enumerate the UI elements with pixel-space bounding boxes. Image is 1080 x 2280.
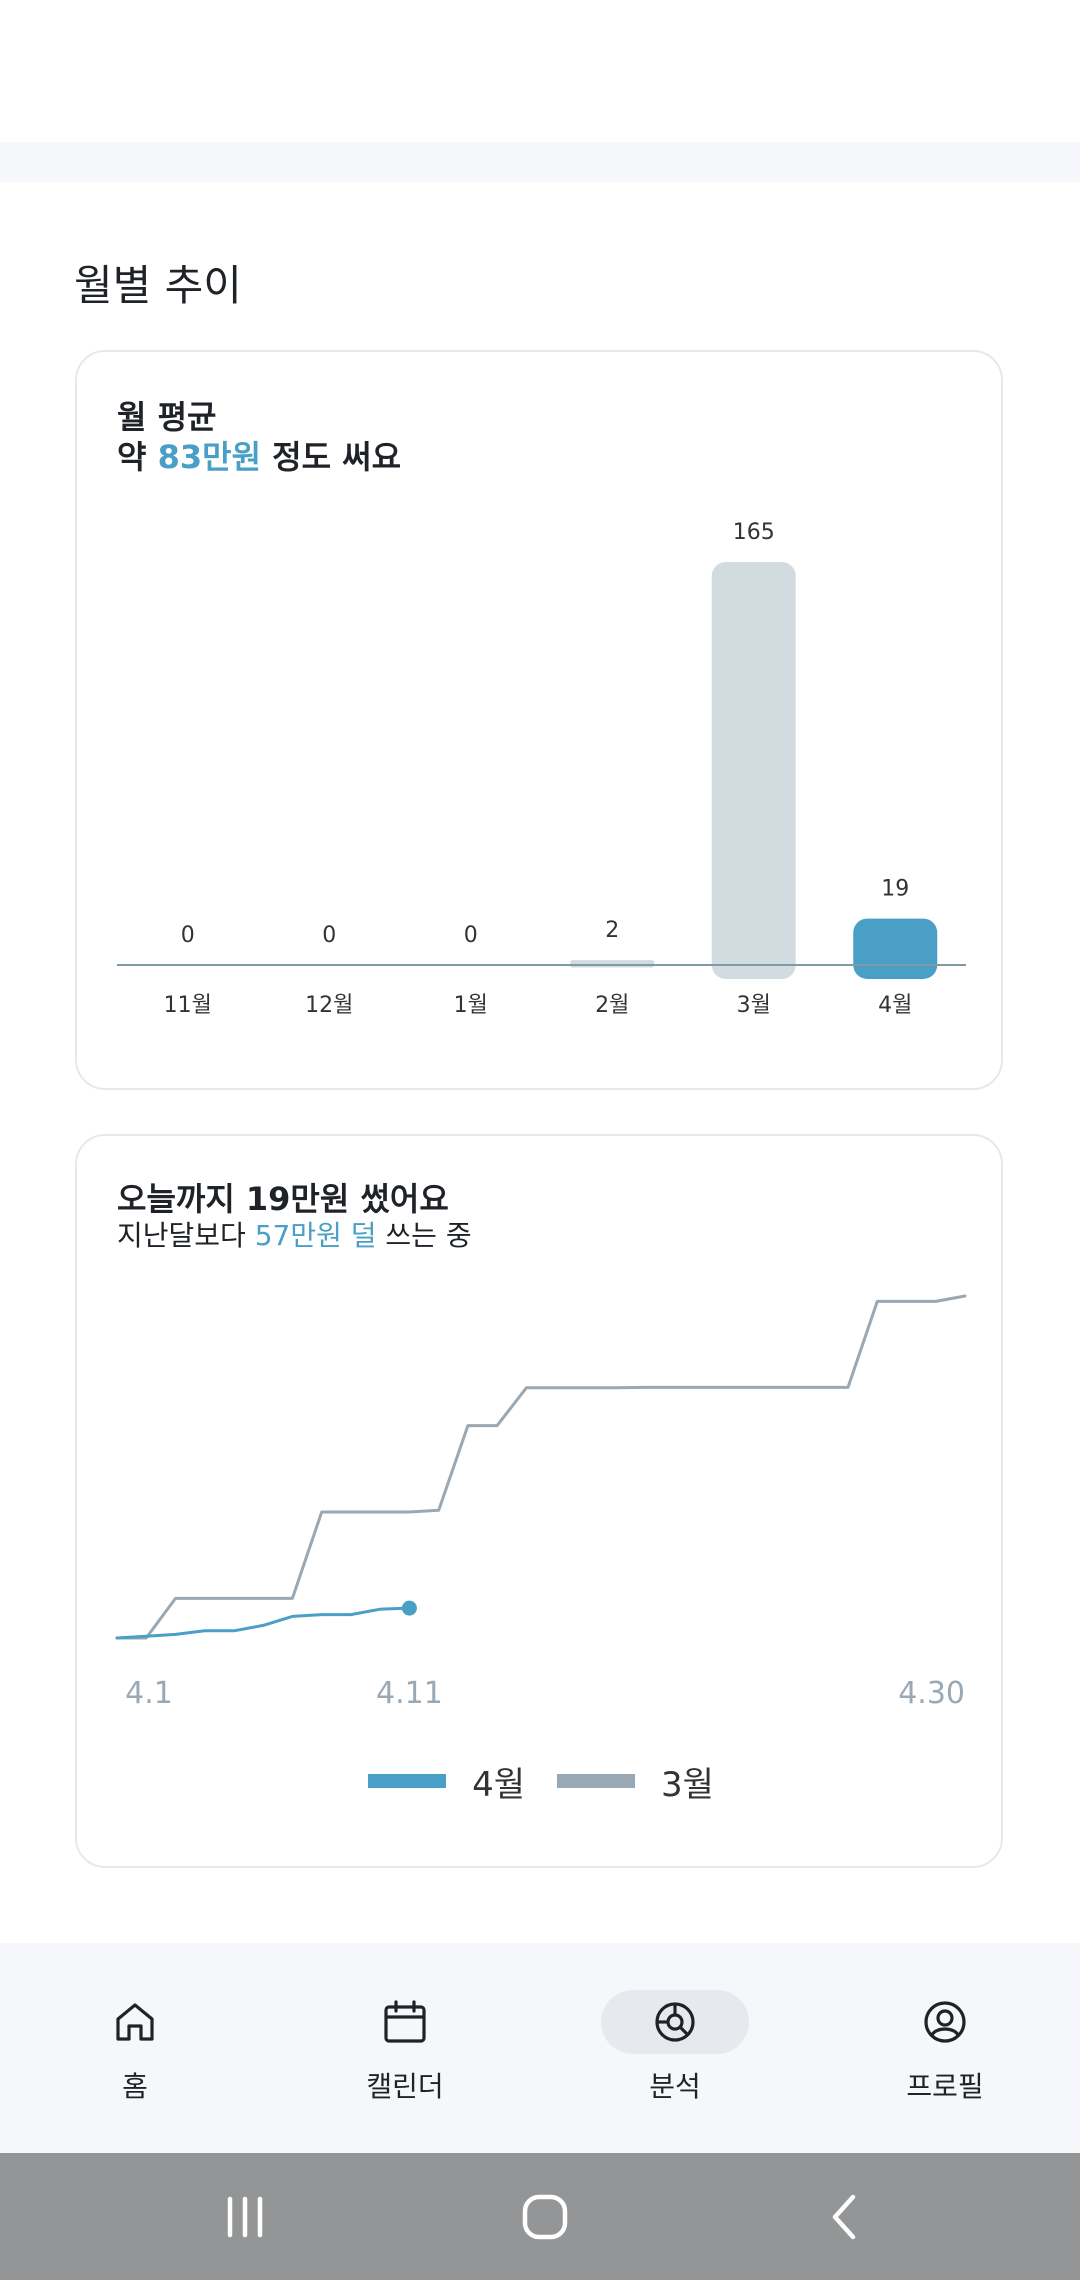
nav-item-profile[interactable]: 프로필 [810, 1943, 1080, 2153]
bar-3월 [711, 562, 796, 979]
x-tick-label: 4.11 [376, 1676, 443, 1711]
legend-swatch-current [368, 1774, 447, 1788]
home-circle-icon [522, 2194, 568, 2239]
back-icon [832, 2194, 856, 2239]
nav-item-calendar[interactable]: 캘린더 [270, 1943, 540, 2153]
recent-apps-icon [227, 2196, 263, 2237]
legend-label-current: 4월 [472, 1764, 525, 1805]
bar-category-label: 1월 [454, 993, 488, 1018]
bar-4월 [853, 918, 938, 979]
back-button[interactable] [790, 2153, 900, 2280]
bar-value-label: 165 [733, 520, 775, 545]
monthly-average-summary: 약 83만원 정도 써요 [117, 438, 402, 476]
x-tick-label: 4.1 [125, 1676, 173, 1711]
nav-label-calendar: 캘린더 [366, 2070, 444, 2103]
analysis-icon [655, 2002, 695, 2042]
legend-item-previous: 3월 [557, 1757, 714, 1806]
bar-value-label: 2 [605, 918, 619, 943]
legend-item-current: 4월 [368, 1757, 525, 1806]
calendar-icon [384, 2000, 426, 2043]
nav-label-profile: 프로필 [906, 2070, 984, 2103]
series-line-3월 [115, 1294, 967, 1640]
chart-legend: 4월 3월 [77, 1756, 1005, 1806]
section-divider [0, 142, 1080, 182]
bar-category-label: 3월 [737, 993, 771, 1018]
section-title: 월별 추이 [74, 261, 242, 310]
bottom-navigation: 홈 캘린더 분석 [0, 1943, 1080, 2153]
profile-icon [924, 2001, 966, 2043]
bar-value-label: 0 [322, 923, 336, 948]
bar-value-label: 19 [881, 877, 909, 902]
nav-item-home[interactable]: 홈 [0, 1943, 270, 2153]
bar-category-label: 4월 [878, 993, 912, 1018]
bar-category-label: 11월 [164, 993, 212, 1018]
monthly-average-label: 월 평균 [117, 398, 217, 436]
nav-item-analysis[interactable]: 분석 [540, 1943, 810, 2153]
month-comparison-text: 지난달보다 57만원 덜 쓰는 중 [117, 1219, 472, 1252]
month-difference-amount: 57만원 덜 [254, 1219, 377, 1252]
recent-apps-button[interactable] [190, 2153, 300, 2280]
monthly-average-card[interactable]: 월 평균 약 83만원 정도 써요 0 11월 0 12월 0 1월 2 2월 165 3월 19 4… [75, 350, 1003, 1090]
series-end-marker [401, 1600, 417, 1616]
series-line-4월 [115, 1606, 411, 1640]
system-navigation-bar [0, 2153, 1080, 2280]
bar-category-label: 2월 [595, 993, 629, 1018]
home-button[interactable] [490, 2153, 600, 2280]
month-progress-card[interactable]: 오늘까지 19만원 썼어요 지난달보다 57만원 덜 쓰는 중 4.1 4.11 4… [75, 1134, 1003, 1868]
nav-label-analysis: 분석 [649, 2070, 701, 2103]
legend-label-previous: 3월 [661, 1764, 714, 1805]
month-progress-title: 오늘까지 19만원 썼어요 [117, 1180, 449, 1218]
monthly-average-amount: 83만원 [157, 438, 262, 476]
bar-value-label: 0 [464, 923, 478, 948]
top-area [0, 0, 1080, 142]
legend-swatch-previous [557, 1774, 635, 1788]
nav-active-indicator [601, 1990, 749, 2054]
bar-category-label: 12월 [305, 993, 353, 1018]
bar-2월 [570, 960, 655, 968]
cumulative-line-chart: 4.1 4.11 4.30 [115, 1294, 967, 1711]
bar-value-label: 0 [181, 923, 195, 948]
nav-label-home: 홈 [122, 2070, 148, 2103]
monthly-bar-chart: 0 11월 0 12월 0 1월 2 2월 165 3월 19 4월 [117, 520, 966, 1018]
x-tick-label: 4.30 [898, 1676, 965, 1711]
home-icon [116, 2003, 154, 2041]
